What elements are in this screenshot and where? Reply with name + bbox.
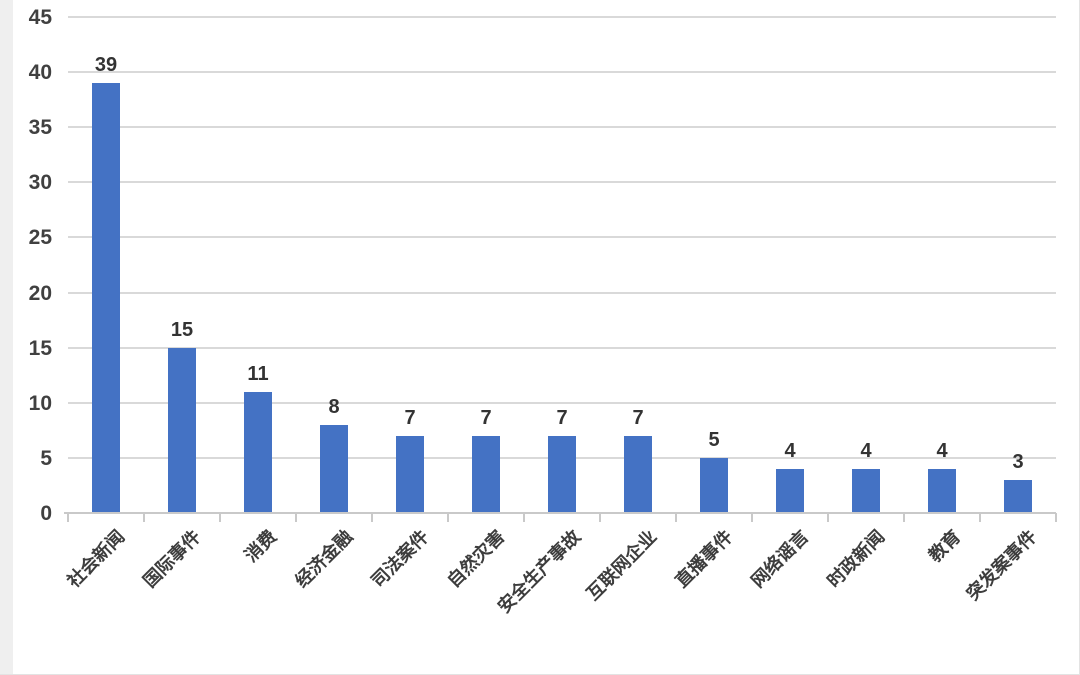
y-axis-tick-label-15: 15 [28, 336, 52, 360]
x-axis-category-label-经济金融: 经济金融 [291, 526, 357, 592]
x-axis-category-label-突发案事件: 突发案事件 [962, 526, 1041, 605]
data-label-自然灾害: 7 [480, 407, 492, 429]
gridline-35 [68, 126, 1056, 129]
x-axis-tick [903, 513, 905, 522]
bar-互联网企业 [624, 436, 652, 512]
y-axis-tick-label-35: 35 [28, 116, 52, 140]
x-axis-category-label-时政新闻: 时政新闻 [823, 526, 889, 592]
y-axis-tick-label-25: 25 [28, 226, 52, 250]
data-label-社会新闻: 39 [94, 54, 118, 76]
bar-安全生产事故 [548, 436, 576, 512]
data-label-经济金融: 8 [328, 396, 340, 418]
gridline-15 [68, 346, 1056, 349]
x-axis-category-label-直播事件: 直播事件 [671, 526, 737, 592]
x-axis-line [64, 512, 1056, 514]
x-axis-tick [827, 513, 829, 522]
data-label-国际事件: 15 [170, 319, 194, 341]
gridline-45 [68, 16, 1056, 18]
y-axis-tick-label-20: 20 [28, 281, 52, 305]
data-label-安全生产事故: 7 [556, 407, 568, 429]
bar-国际事件 [168, 348, 196, 512]
bar-突发案事件 [1004, 480, 1032, 512]
data-label-突发案事件: 3 [1012, 451, 1024, 473]
x-axis-tick [523, 513, 525, 522]
y-axis-tick-label-45: 45 [28, 6, 52, 29]
x-axis-tick [447, 513, 449, 522]
x-axis-tick [67, 513, 69, 522]
bar-司法案件 [396, 436, 424, 512]
x-axis-category-label-教育: 教育 [924, 526, 965, 566]
x-axis-tick [219, 513, 221, 522]
y-axis-tick-label-0: 0 [40, 502, 52, 525]
x-axis-tick [1055, 513, 1057, 522]
data-label-互联网企业: 7 [632, 407, 644, 429]
x-axis-tick [979, 513, 981, 522]
bar-时政新闻 [852, 469, 880, 512]
x-axis-tick [143, 513, 145, 522]
x-axis-tick [675, 513, 677, 522]
x-axis-category-label-国际事件: 国际事件 [139, 526, 205, 592]
gridline-20 [68, 291, 1056, 294]
x-axis-category-label-消费: 消费 [240, 526, 281, 566]
data-label-消费: 11 [247, 363, 269, 385]
data-label-司法案件: 7 [404, 407, 416, 429]
x-axis-category-label-网络谣言: 网络谣言 [747, 526, 813, 592]
x-axis-category-label-自然灾害: 自然灾害 [443, 526, 509, 592]
bar-直播事件 [700, 458, 728, 512]
gridline-10 [68, 401, 1056, 404]
bar-消费 [244, 392, 272, 512]
bar-网络谣言 [776, 469, 804, 512]
x-axis-category-label-司法案件: 司法案件 [367, 526, 433, 592]
x-axis-category-label-互联网企业: 互联网企业 [582, 526, 661, 605]
data-label-教育: 4 [936, 440, 948, 462]
x-axis-tick [295, 513, 297, 522]
bar-教育 [928, 469, 956, 512]
gridline-40 [68, 71, 1056, 74]
bar-经济金融 [320, 425, 348, 512]
y-axis-tick-label-30: 30 [28, 171, 52, 195]
gridline-30 [68, 181, 1056, 184]
x-axis-category-label-社会新闻: 社会新闻 [63, 526, 129, 592]
y-axis-tick-label-5: 5 [40, 446, 52, 470]
x-axis-tick [599, 513, 601, 522]
data-label-时政新闻: 4 [860, 440, 872, 462]
gridline-25 [68, 236, 1056, 239]
y-axis-tick-label-10: 10 [28, 391, 52, 415]
bar-社会新闻 [92, 83, 120, 512]
x-axis-tick [751, 513, 753, 522]
bar-自然灾害 [472, 436, 500, 512]
data-label-网络谣言: 4 [784, 440, 796, 462]
x-axis-tick [371, 513, 373, 522]
y-axis-tick-label-40: 40 [28, 61, 52, 85]
data-label-直播事件: 5 [708, 429, 720, 451]
page-gutter [0, 0, 13, 674]
